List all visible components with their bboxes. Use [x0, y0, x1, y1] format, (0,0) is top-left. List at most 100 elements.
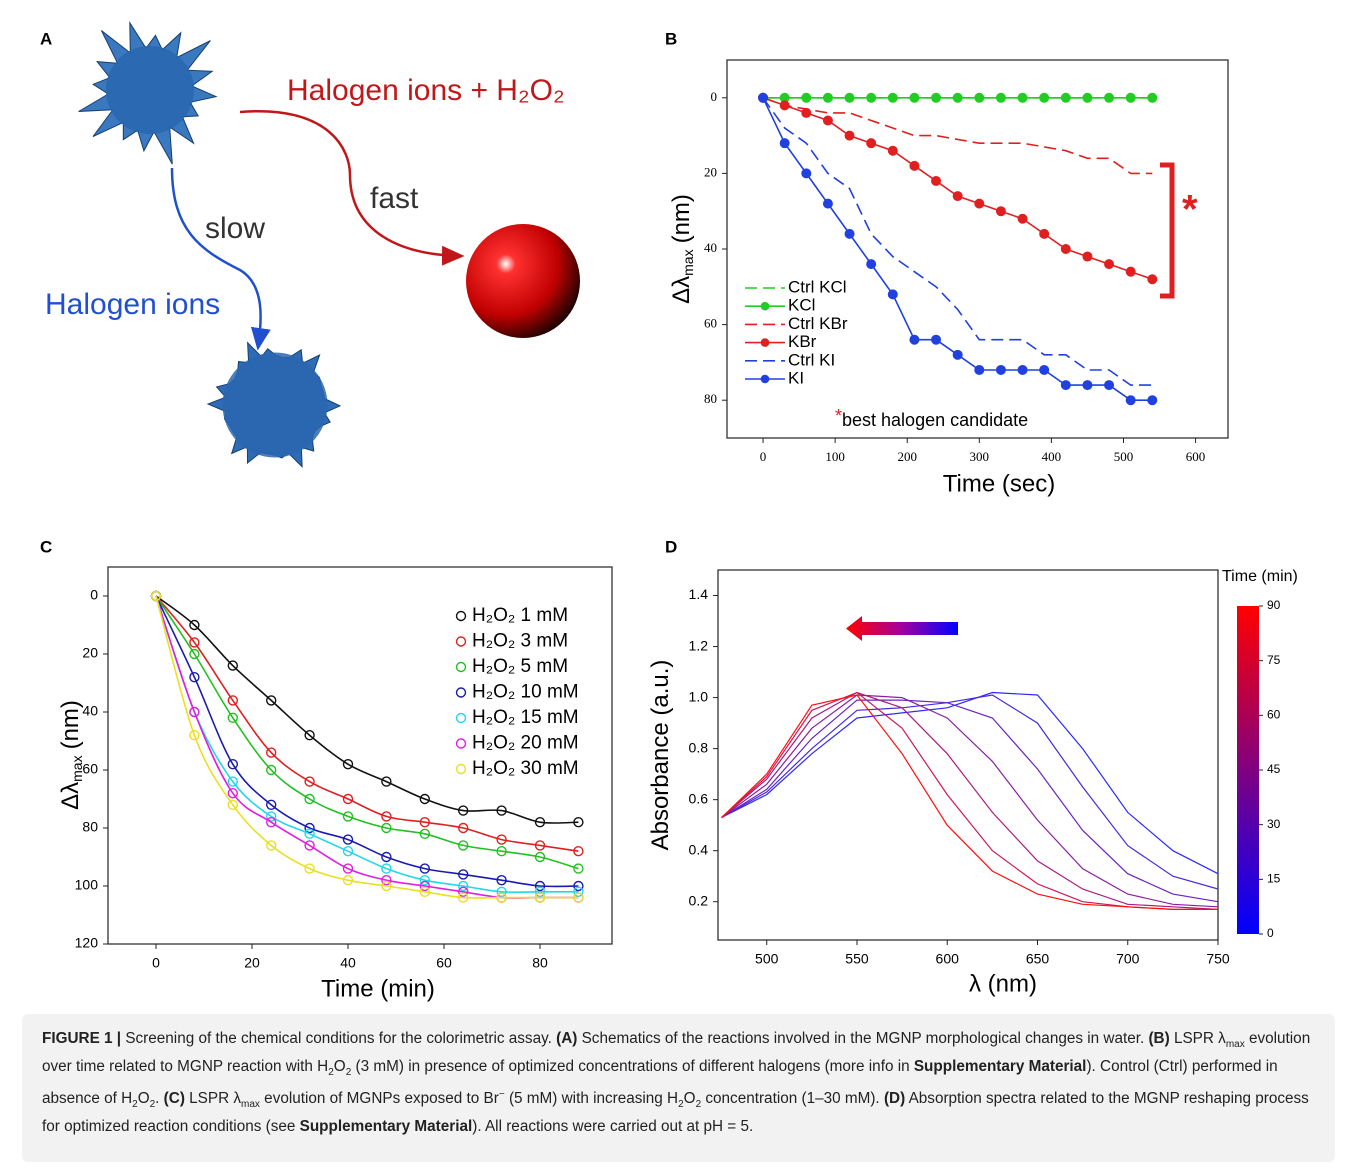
panel-label: D [665, 537, 677, 556]
data-point [931, 334, 942, 345]
data-point [534, 892, 546, 903]
data-point [844, 92, 855, 103]
data-point [189, 619, 200, 631]
y-axis-label: Δλmax (nm) [668, 194, 695, 304]
nanostar-core [222, 352, 328, 458]
data-point [304, 793, 315, 805]
caption-text: LSPR λ [1169, 1030, 1226, 1047]
figure: Halogen ions + H₂O₂ fast slow Halogen io… [40, 21, 1298, 1002]
data-point [844, 130, 855, 141]
data-point [1017, 364, 1028, 375]
data-point [974, 92, 985, 103]
data-point [801, 107, 812, 118]
y-label-unit: (nm) [57, 700, 84, 749]
data-point [1147, 395, 1158, 406]
legend-label: Ctrl KBr [788, 314, 848, 333]
data-point [496, 886, 507, 897]
data-point [995, 92, 1006, 103]
data-point [573, 846, 584, 857]
data-point [304, 822, 315, 834]
slow-label: slow [205, 212, 265, 245]
chart: 0 20 40 60 80 0 20 40 60 80 100 120 Time (min) Δλmax (… [57, 566, 613, 1002]
data-point [342, 759, 354, 770]
data-point [266, 840, 277, 851]
legend-label: KI [788, 368, 804, 387]
colorbar-tick-label: 0 [1267, 926, 1274, 940]
legend-marker [455, 763, 467, 775]
legend-label: KBr [788, 332, 817, 351]
data-point [931, 92, 942, 103]
data-point [381, 851, 392, 863]
data-point [496, 892, 507, 903]
data-point [534, 840, 546, 851]
data-point [866, 138, 877, 149]
caption-text: (3 mM) in presence of optimized concentr… [351, 1058, 914, 1076]
data-point [1104, 380, 1115, 391]
data-point [227, 759, 239, 770]
legend-marker [455, 738, 467, 749]
shift-arrow [846, 616, 958, 641]
fast-reagent: Halogen ions + H₂O₂ [287, 74, 565, 107]
y-tick-label: 0.8 [689, 739, 709, 755]
data-point [342, 793, 354, 805]
data-point [419, 863, 430, 874]
data-point [381, 863, 392, 874]
legend-marker [760, 374, 770, 384]
caption-text: − [498, 1089, 505, 1101]
series-line [721, 691, 1219, 910]
caption-text: max [241, 1099, 260, 1111]
data-point [1060, 243, 1071, 254]
data-point [458, 805, 469, 816]
caption-text: evolution of MGNPs exposed to Br [259, 1090, 499, 1108]
data-point [458, 869, 469, 880]
data-point [822, 115, 833, 126]
x-axis-label: Time (sec) [943, 470, 1055, 497]
diagram: Halogen ions + H₂O₂ fast slow Halogen io… [45, 21, 580, 468]
colorbar [1237, 606, 1259, 934]
data-point [227, 695, 239, 706]
x-tick-label: 400 [1042, 449, 1062, 464]
x-tick-label: 650 [1026, 951, 1050, 967]
y-tick-label: 1.4 [689, 586, 709, 602]
data-point [534, 886, 546, 897]
colorbar-tick-label: 30 [1267, 817, 1281, 831]
data-point [496, 805, 507, 816]
data-point [887, 289, 898, 300]
caption-text: O [333, 1058, 346, 1076]
data-point [758, 92, 769, 103]
x-tick-label: 0 [760, 449, 767, 464]
data-point [419, 875, 430, 886]
y-tick-label: 1.0 [689, 688, 709, 704]
caption-text: Supplementary Material [913, 1058, 1087, 1076]
data-point [1082, 251, 1093, 262]
x-tick-label: 100 [825, 449, 845, 464]
legend-label: H₂O₂ 1 mM [472, 605, 568, 626]
series-line [155, 595, 579, 870]
caption-text: (C) [163, 1090, 185, 1108]
data-point [381, 776, 392, 787]
nanosphere [466, 224, 580, 338]
data-point [1147, 274, 1158, 285]
data-point [266, 799, 277, 810]
data-point [227, 776, 239, 787]
data-point [534, 817, 546, 828]
data-point [150, 590, 162, 602]
x-axis-label: λ (nm) [969, 970, 1037, 997]
data-point [227, 712, 239, 723]
data-point [381, 880, 392, 892]
series-line [155, 595, 579, 888]
data-point [1125, 266, 1136, 277]
y-tick-label: 80 [82, 819, 98, 835]
data-point [496, 875, 507, 886]
data-point [779, 138, 790, 149]
caption-text: Absorption spectra related to the MGNP r… [42, 1090, 1314, 1136]
y-tick-label: 120 [75, 935, 99, 951]
annotation-text: best halogen candidate [842, 410, 1028, 430]
legend-marker [455, 687, 467, 698]
caption-text: max [1225, 1039, 1245, 1051]
data-point [189, 648, 200, 660]
y-label-text: Δλ [668, 276, 695, 304]
colorbar-tick-label: 60 [1267, 708, 1281, 722]
data-point [342, 811, 354, 822]
data-point [995, 206, 1006, 217]
